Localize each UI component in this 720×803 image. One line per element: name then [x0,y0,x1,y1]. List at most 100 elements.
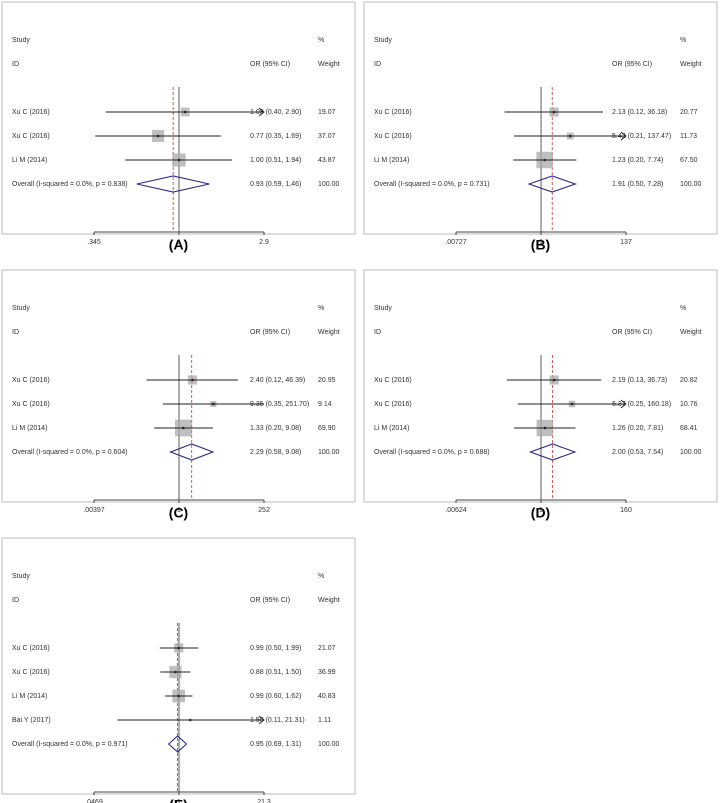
or-label: 0.93 (0.59, 1.46) [250,181,301,188]
header: Study [374,37,392,44]
header: ID [374,329,381,336]
ci-arrow [620,399,627,409]
study-label: Xu C (2016) [12,377,50,384]
weight-label: 19.07 [318,109,336,116]
panel-label: (C) [169,505,188,521]
header: % [680,305,686,312]
x-tick-label: 1 [177,507,181,514]
x-tick-label: 160 [620,507,632,514]
or-label: 1.50 (0.11, 21.31) [250,717,305,724]
header: ID [12,597,19,604]
or-label: 1.91 (0.50, 7.28) [612,181,663,188]
or-label: 5.42 (0.21, 137.47) [612,133,671,140]
panel-label: (B) [531,237,550,253]
header: Study [374,305,392,312]
point-estimate [182,426,185,430]
header: OR (95% CI) [612,61,652,68]
study-label: Xu C (2016) [12,133,50,140]
study-label: Bai Y (2017) [12,717,51,724]
panel-frame [363,269,718,503]
point-estimate [543,426,547,430]
or-label: 0.77 (0.35, 1.69) [250,133,301,140]
overall-diamond [167,735,188,753]
weight-label: 100.00 [680,449,702,456]
weight-label: 100.00 [318,449,340,456]
point-estimate [177,646,181,650]
header: Weight [680,329,702,336]
weight-label: 37.07 [318,133,336,140]
weight-label: 9.14 [318,401,332,408]
header: Weight [318,329,340,336]
study-label: Xu C (2016) [374,133,412,140]
header: Weight [680,61,702,68]
weight-label: 67.50 [680,157,698,164]
overall-diamond [136,175,210,193]
header: % [318,37,324,44]
weight-label: 11.73 [680,133,697,140]
point-estimate [177,158,181,162]
ci-arrow [620,131,627,141]
study-label: Li M (2014) [374,425,409,432]
forest-panel: (B) Study ID OR (95% CI)% Weight .00727 1 137 Xu… [363,1,718,253]
weight-label: 40.83 [318,693,336,700]
overall-diamond [169,443,215,461]
study-label: Li M (2014) [374,157,409,164]
study-label: Xu C (2016) [12,401,50,408]
x-tick-label: .00397 [83,507,105,514]
weight-label: 1.11 [318,717,331,724]
point-estimate [174,670,177,674]
study-label: Xu C (2016) [374,109,412,116]
point-estimate [177,694,181,698]
header: OR (95% CI) [612,329,652,336]
panel-label: (A) [169,237,188,253]
or-label: 2.19 (0.13, 36.73) [612,377,667,384]
weight-label: 100.00 [318,181,340,188]
point-estimate [552,110,556,114]
or-label: 0.88 (0.51, 1.50) [250,669,301,676]
study-label: Xu C (2016) [374,401,412,408]
header: OR (95% CI) [250,329,290,336]
point-estimate [188,718,192,722]
x-tick-label: 137 [620,239,632,246]
x-tick-label: 21.3 [257,799,271,803]
ci-arrow [258,715,265,725]
header: % [318,573,324,580]
weight-label: 10.76 [680,401,698,408]
or-label: 1.08 (0.40, 2.90) [250,109,301,116]
header: Weight [318,61,340,68]
or-label: 6.37 (0.25, 160.18) [612,401,671,408]
x-tick-label: 1 [539,507,543,514]
header: Weight [318,597,340,604]
point-estimate [570,402,574,406]
or-label: 1.33 (0.20, 9.08) [250,425,301,432]
forest-panel: (E) Study ID OR (95% CI)% Weight .0469 1 21.3 Xu… [1,537,356,803]
study-label: Xu C (2016) [374,377,412,384]
header: ID [374,61,381,68]
weight-label: 21.07 [318,645,336,652]
overall-label: Overall (I-squared = 0.0%, p = 0.971) [12,741,128,748]
header: Study [12,305,30,312]
x-tick-label: 1 [177,799,181,803]
panel-frame [1,1,356,235]
header: OR (95% CI) [250,61,290,68]
x-tick-label: .00624 [445,507,467,514]
x-tick-label: .00727 [445,239,467,246]
weight-label: 20.77 [680,109,698,116]
or-label: 2.00 (0.53, 7.54) [612,449,663,456]
header: % [318,305,324,312]
weight-label: 100.00 [680,181,702,188]
header: % [680,37,686,44]
study-label: Xu C (2016) [12,109,50,116]
point-estimate [183,110,187,114]
weight-label: 43.87 [318,157,336,164]
forest-panel: (A) Study ID OR (95% CI)% Weight .345 1 2.9 Xu C… [1,1,356,253]
study-label: Xu C (2016) [12,669,50,676]
or-label: 1.23 (0.20, 7.74) [612,157,663,164]
header: OR (95% CI) [250,597,290,604]
point-estimate [568,134,572,138]
study-label: Xu C (2016) [12,645,50,652]
weight-label: 68.41 [680,425,698,432]
overall-label: Overall (I-squared = 0.0%, p = 0.838) [12,181,128,188]
or-label: 1.00 (0.51, 1.94) [250,157,301,164]
